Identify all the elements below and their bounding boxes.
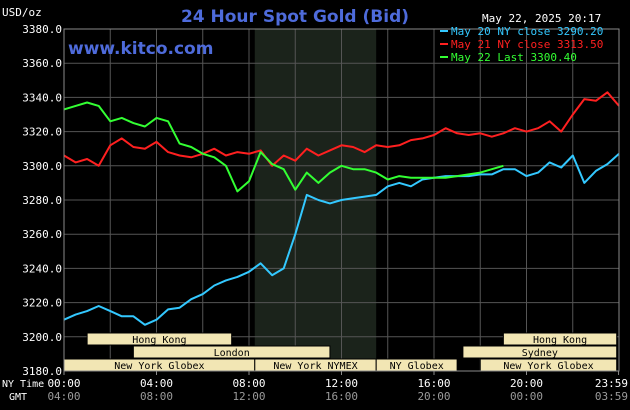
session-label: New York NYMEX xyxy=(273,361,357,372)
session-label: NY Globex xyxy=(390,361,444,372)
session-bar xyxy=(502,332,618,346)
y-tick-label: 3320.0 xyxy=(22,126,62,139)
session-bar xyxy=(132,345,331,359)
date-stamp: May 22, 2025 20:17 xyxy=(482,12,601,25)
series-line xyxy=(63,91,620,167)
session-label: Hong Kong xyxy=(533,335,587,346)
legend-entry: May 22 Last 3300.40 xyxy=(451,51,577,64)
unit-label: USD/oz xyxy=(2,6,42,19)
session-bar xyxy=(462,345,618,359)
series-line xyxy=(63,153,620,326)
x-tick-label-gmt: 12:00 xyxy=(232,390,265,403)
y-tick-label: 3180.0 xyxy=(22,365,62,378)
series-line xyxy=(63,101,504,193)
session-bar xyxy=(86,332,233,346)
x-tick-label-ny: 23:59 xyxy=(595,377,628,390)
x-tick-label-ny: 08:00 xyxy=(232,377,265,390)
x-tick-label-ny: 12:00 xyxy=(325,377,358,390)
x-tick-label-gmt: 20:00 xyxy=(417,390,450,403)
session-label: New York Globex xyxy=(503,361,593,372)
session-label: Sydney xyxy=(522,348,558,359)
y-tick-label: 3300.0 xyxy=(22,160,62,173)
y-axis-ticks: 3180.0 3200.0 3220.0 3240.0 3260.0 3280.0 3300… xyxy=(22,23,62,378)
legend-entry: May 20 NY close 3290.20 xyxy=(451,25,603,38)
session-label: London xyxy=(214,348,250,359)
x-tick-label-ny: 16:00 xyxy=(417,377,450,390)
website-watermark: www.kitco.com xyxy=(68,39,213,59)
x-tick-label-ny: 00:00 xyxy=(47,377,80,390)
y-tick-label: 3380.0 xyxy=(22,23,62,36)
x-tick-label-gmt: 03:59 xyxy=(595,390,628,403)
price-series xyxy=(63,91,620,326)
x-tick-label-gmt: 16:00 xyxy=(325,390,358,403)
market-sessions: Hong Kong Hong Kong London Sydney New York G… xyxy=(63,332,618,372)
session-label: Hong Kong xyxy=(132,335,186,346)
session-label: New York Globex xyxy=(114,361,204,372)
x-tick-label-ny: 20:00 xyxy=(510,377,543,390)
y-tick-label: 3200.0 xyxy=(22,331,62,344)
chart-title: 24 Hour Spot Gold (Bid) xyxy=(181,7,409,27)
ny-time-label: NY Time xyxy=(2,379,44,390)
x-tick-label-gmt: 04:00 xyxy=(47,390,80,403)
x-tick-label-gmt: 08:00 xyxy=(140,390,173,403)
y-tick-label: 3280.0 xyxy=(22,194,62,207)
y-tick-label: 3360.0 xyxy=(22,57,62,70)
y-tick-label: 3220.0 xyxy=(22,297,62,310)
y-tick-label: 3240.0 xyxy=(22,262,62,275)
y-tick-label: 3340.0 xyxy=(22,91,62,104)
y-tick-label: 3260.0 xyxy=(22,228,62,241)
legend-entry: May 21 NY close 3313.50 xyxy=(451,38,603,51)
x-tick-label-ny: 04:00 xyxy=(140,377,173,390)
x-axis-ticks: 00:0004:0004:0008:0008:0012:0012:0016:00… xyxy=(47,371,628,403)
x-tick-label-gmt: 00:00 xyxy=(510,390,543,403)
gmt-label: GMT xyxy=(9,392,27,403)
